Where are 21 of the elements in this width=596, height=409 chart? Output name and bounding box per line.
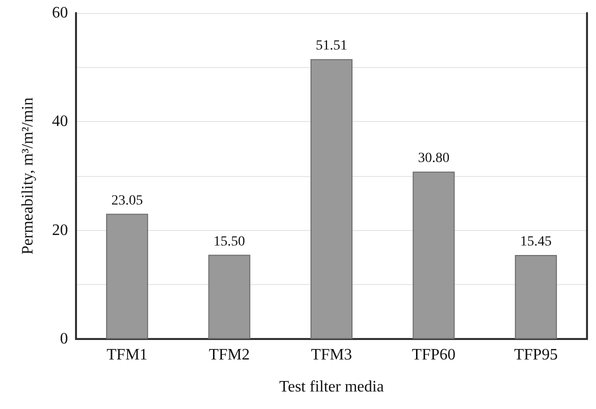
data-label: 15.50 <box>214 234 246 250</box>
bar <box>208 254 250 339</box>
x-tick-label: TFP95 <box>514 346 558 364</box>
bar <box>310 59 352 339</box>
bar <box>412 172 455 339</box>
y-tick-label: 20 <box>52 222 68 239</box>
data-label: 23.05 <box>111 193 143 208</box>
y-axis-title: Permeability, m³/m²/min <box>20 98 36 254</box>
bar <box>514 255 557 339</box>
bar <box>106 214 148 339</box>
x-tick-label: TFM2 <box>208 346 250 364</box>
x-tick-label: TFM1 <box>106 346 148 364</box>
y-tick-label: 60 <box>52 4 68 22</box>
data-label: 30.80 <box>418 151 450 166</box>
y-tick-label: 0 <box>60 330 68 348</box>
y-tick-label: 40 <box>52 113 68 130</box>
x-tick-label: TFP60 <box>412 346 456 364</box>
data-label: 51.51 <box>316 38 348 54</box>
x-axis-title: Test filter media <box>279 378 384 396</box>
x-tick-label: TFM3 <box>311 346 352 364</box>
data-label: 15.45 <box>520 234 552 250</box>
